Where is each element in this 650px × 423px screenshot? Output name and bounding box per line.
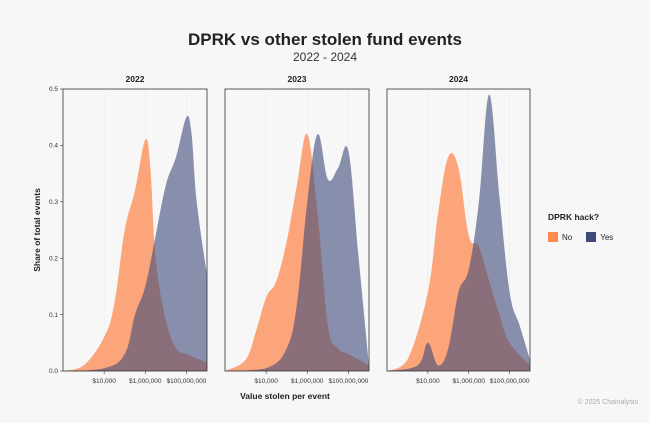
x-tick-label: $10,000 bbox=[416, 378, 440, 385]
x-tick-label: $100,000,000 bbox=[167, 378, 207, 385]
legend-swatch-no bbox=[548, 232, 558, 242]
y-tick-label: 0.1 bbox=[49, 312, 58, 319]
x-tick-label: $1,000,000 bbox=[291, 378, 324, 385]
x-tick-label: $10,000 bbox=[254, 378, 278, 385]
legend-item-no: No bbox=[548, 232, 572, 242]
legend-label-no: No bbox=[562, 232, 573, 242]
y-tick-label: 0.5 bbox=[49, 86, 58, 93]
panel-frame bbox=[224, 88, 370, 372]
x-tick-label: $1,000,000 bbox=[452, 378, 485, 385]
x-tick-label: $100,000,000 bbox=[329, 378, 369, 385]
density-area-2023-no bbox=[225, 133, 369, 371]
credit-text: © 2025 Chainalysis bbox=[577, 399, 638, 406]
legend-label-yes: Yes bbox=[600, 232, 614, 242]
density-area-2022-no bbox=[63, 138, 207, 371]
chart-subtitle: 2022 - 2024 bbox=[292, 50, 358, 64]
x-axis-label: Value stolen per event bbox=[240, 391, 330, 401]
density-area-2023-yes bbox=[225, 133, 369, 371]
panel-frame bbox=[62, 88, 208, 372]
legend-title: DPRK hack? bbox=[548, 212, 600, 222]
panel-label-2023: 2023 bbox=[288, 74, 307, 84]
x-tick-label: $100,000,000 bbox=[490, 378, 530, 385]
x-tick-label: $10,000 bbox=[92, 378, 116, 385]
panel-label-2024: 2024 bbox=[449, 74, 468, 84]
density-area-2022-yes bbox=[63, 115, 207, 372]
legend-swatch-yes bbox=[586, 232, 597, 242]
y-tick-label: 0.4 bbox=[49, 143, 58, 150]
panel-label-2022: 2022 bbox=[126, 74, 145, 84]
y-tick-label: 0.2 bbox=[49, 255, 58, 262]
legend-item-yes: Yes bbox=[586, 232, 613, 242]
y-tick-label: 0.3 bbox=[49, 199, 58, 206]
chart-title: DPRK vs other stolen fund events bbox=[188, 30, 462, 49]
x-tick-label: $1,000,000 bbox=[129, 378, 162, 385]
panel-frame bbox=[386, 88, 531, 372]
legend: DPRK hack? No Yes bbox=[548, 212, 621, 242]
density-area-2024-yes bbox=[387, 94, 530, 371]
y-tick-label: 0.0 bbox=[49, 368, 58, 375]
y-axis-label: Share of total events bbox=[32, 188, 42, 272]
